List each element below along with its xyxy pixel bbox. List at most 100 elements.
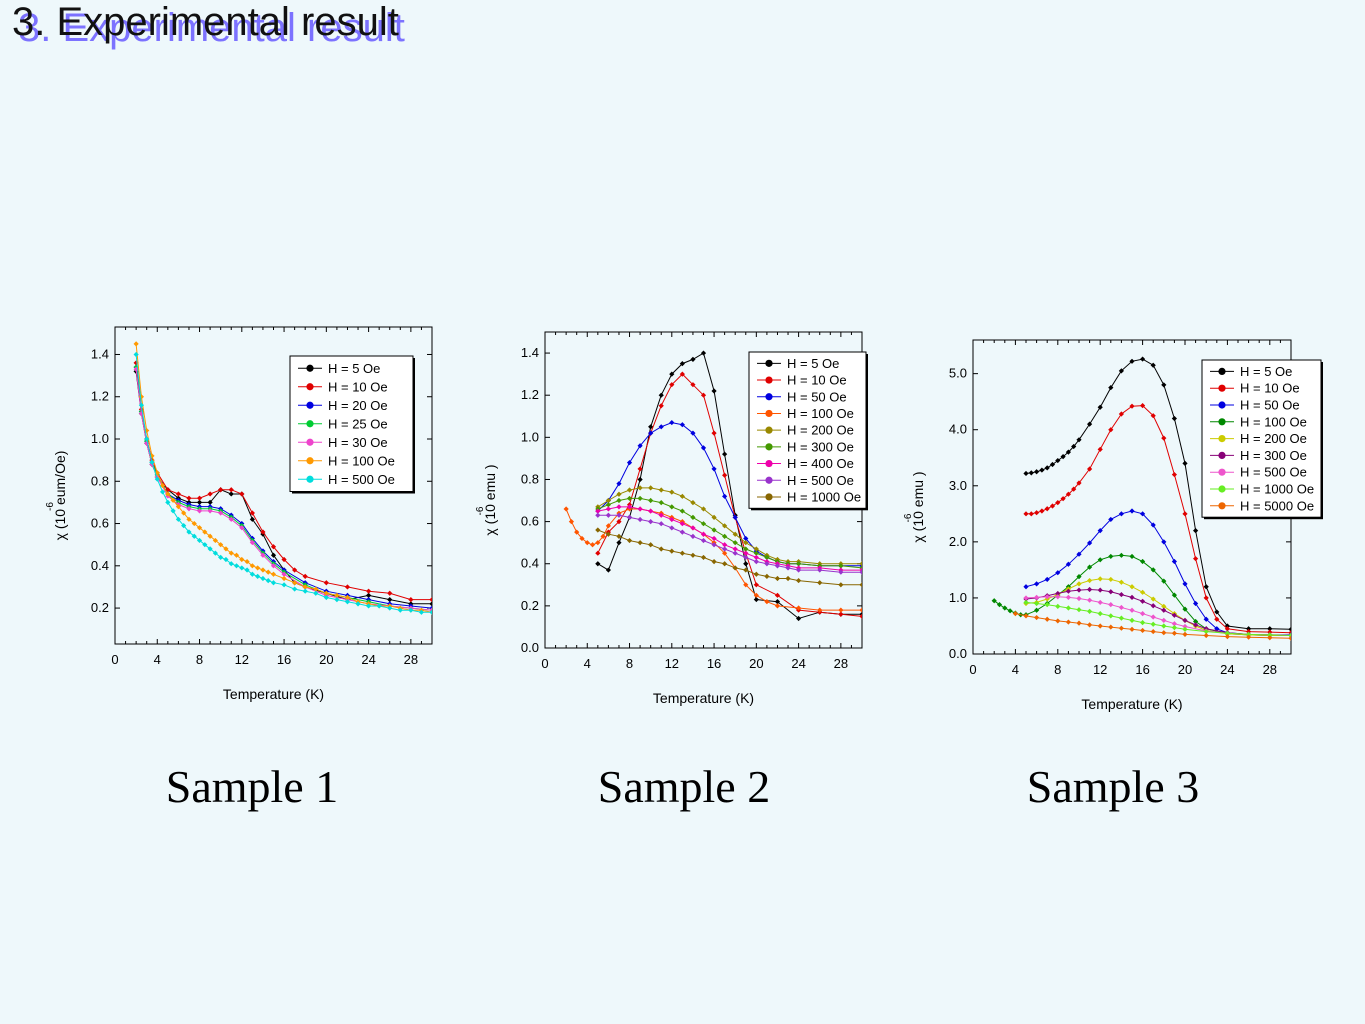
legend-label: H = 100 Oe — [328, 453, 395, 468]
data-point — [589, 542, 596, 548]
data-point — [1129, 403, 1135, 409]
data-point — [700, 537, 707, 544]
data-point — [722, 472, 728, 478]
data-point — [838, 607, 844, 613]
data-point — [228, 550, 234, 556]
data-point — [574, 529, 580, 535]
x-tick-label: 24 — [361, 652, 375, 667]
data-point — [637, 443, 643, 449]
data-point — [1150, 522, 1156, 528]
data-point — [711, 466, 717, 472]
y-tick-label: 1.2 — [521, 387, 539, 402]
data-point — [1267, 629, 1273, 635]
slide-title-text: 3. Experimental result — [12, 0, 399, 44]
legend-swatch-marker — [306, 438, 314, 446]
data-point — [1161, 382, 1167, 388]
series-h-100-oe — [133, 341, 432, 615]
data-point — [1097, 611, 1103, 617]
data-point — [637, 506, 643, 512]
data-point — [1171, 592, 1177, 598]
y-tick-label: 0.6 — [521, 514, 539, 529]
legend-label: H = 100 Oe — [1240, 414, 1307, 429]
x-tick-label: 20 — [749, 656, 763, 671]
data-point — [186, 516, 192, 522]
data-point — [1129, 584, 1135, 590]
data-point — [658, 424, 664, 430]
data-point — [722, 561, 728, 567]
data-point — [1150, 362, 1156, 368]
data-point — [1071, 486, 1077, 492]
legend-swatch-marker — [765, 393, 773, 401]
series-line — [1025, 588, 1291, 636]
data-point — [170, 497, 176, 503]
data-point — [181, 523, 187, 529]
y-axis-label-exponent: -6 — [45, 502, 56, 511]
data-point — [270, 544, 277, 550]
data-point — [186, 495, 192, 501]
data-point — [133, 360, 139, 366]
data-point — [764, 561, 770, 567]
data-point — [1150, 596, 1156, 602]
data-point — [732, 531, 738, 537]
data-point — [207, 508, 213, 514]
data-point — [1023, 599, 1029, 606]
caption-sample-2: Sample 2 — [597, 761, 771, 812]
data-point — [1076, 607, 1082, 613]
data-point — [1182, 581, 1188, 587]
data-point — [1023, 584, 1029, 590]
x-tick-label: 8 — [1054, 662, 1061, 677]
data-point — [1097, 576, 1103, 582]
data-point — [785, 575, 791, 582]
data-point — [196, 495, 203, 501]
data-point — [1055, 594, 1061, 600]
data-point — [1171, 612, 1177, 618]
data-point — [722, 493, 728, 499]
data-point — [796, 567, 802, 573]
data-point — [313, 586, 319, 592]
data-point — [1039, 467, 1045, 473]
data-point — [732, 550, 738, 556]
data-point — [1065, 605, 1071, 611]
legend-swatch-marker — [1218, 418, 1226, 426]
data-point — [408, 597, 414, 603]
data-point — [764, 599, 770, 605]
data-point — [658, 487, 664, 493]
data-point — [991, 598, 997, 604]
y-axis-label: χ (10 emu ) — [910, 471, 926, 542]
data-point — [1034, 614, 1040, 621]
data-point — [1118, 511, 1124, 517]
data-point — [1023, 595, 1029, 601]
series-h-400-oe — [595, 504, 862, 573]
series-h-500-oe — [595, 512, 862, 575]
data-point — [616, 504, 622, 510]
data-point — [228, 491, 234, 497]
data-point — [429, 609, 432, 615]
data-point — [249, 563, 255, 569]
data-point — [1182, 460, 1188, 466]
data-point — [1023, 511, 1029, 517]
data-point — [196, 525, 203, 531]
data-point — [1140, 356, 1146, 362]
data-point — [1246, 626, 1252, 632]
data-point — [605, 523, 611, 529]
data-point — [376, 603, 382, 609]
data-point — [239, 491, 245, 497]
data-point — [218, 554, 224, 560]
data-point — [1087, 586, 1093, 593]
data-point — [223, 546, 229, 552]
data-point — [302, 588, 308, 594]
x-tick-label: 28 — [1263, 662, 1277, 677]
data-point — [1267, 626, 1273, 632]
legend-label: H = 10 Oe — [328, 379, 388, 394]
y-tick-label: 0.2 — [521, 598, 539, 613]
data-point — [1108, 516, 1114, 523]
y-tick-label: 0.2 — [91, 600, 109, 615]
data-point — [690, 514, 696, 520]
legend-swatch-marker — [306, 457, 314, 465]
data-point — [228, 561, 234, 567]
data-point — [144, 436, 150, 442]
data-point — [302, 573, 308, 579]
data-point — [244, 567, 250, 573]
legend-swatch-marker — [306, 475, 314, 483]
data-point — [1034, 594, 1040, 600]
